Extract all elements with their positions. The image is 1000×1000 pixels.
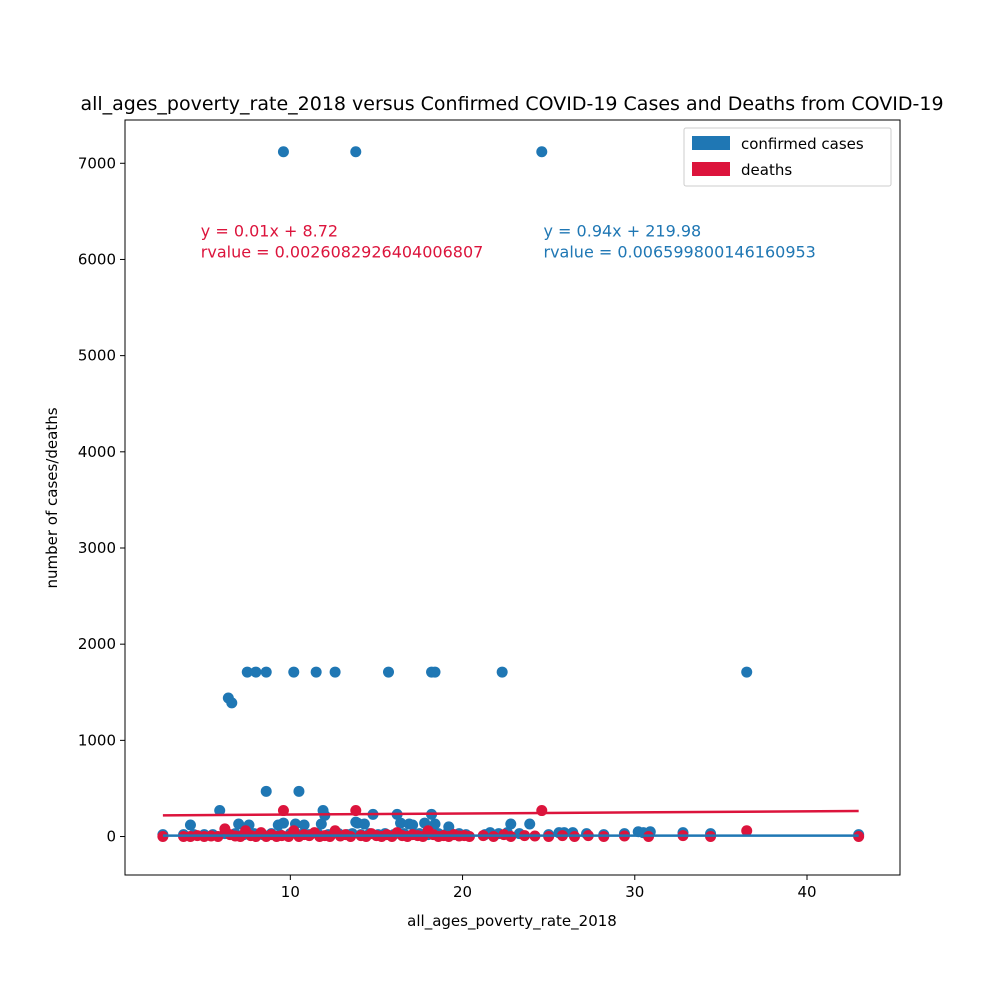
annotation-line: rvalue = 0.0026082926404006807 bbox=[201, 242, 484, 261]
legend-swatch-cases bbox=[692, 136, 730, 150]
case-point bbox=[288, 666, 300, 678]
case-point bbox=[429, 818, 441, 830]
case-point bbox=[524, 818, 536, 830]
case-point bbox=[293, 785, 305, 797]
case-point bbox=[277, 817, 289, 829]
case-point bbox=[260, 666, 272, 678]
case-point bbox=[383, 666, 394, 678]
case-point bbox=[358, 818, 370, 830]
case-point bbox=[741, 666, 753, 678]
death-point bbox=[741, 825, 753, 837]
case-point bbox=[315, 818, 327, 830]
case-point bbox=[233, 818, 245, 830]
case-point bbox=[329, 666, 341, 678]
case-point bbox=[395, 817, 407, 829]
case-point bbox=[184, 819, 196, 831]
case-point bbox=[496, 666, 508, 678]
death-point bbox=[277, 805, 289, 817]
y-tick-label: 2000 bbox=[78, 635, 116, 653]
case-point bbox=[429, 666, 441, 678]
case-point bbox=[226, 697, 238, 709]
annotation-line: rvalue = 0.006599800146160953 bbox=[544, 242, 816, 261]
case-point bbox=[536, 146, 548, 158]
legend-label-cases: confirmed cases bbox=[741, 135, 864, 153]
legend-box bbox=[683, 127, 892, 187]
case-point bbox=[260, 785, 272, 797]
case-point bbox=[214, 805, 226, 817]
x-tick-label: 30 bbox=[625, 883, 644, 901]
case-point bbox=[241, 666, 253, 678]
y-tick-label: 0 bbox=[106, 828, 116, 846]
y-tick-label: 5000 bbox=[78, 347, 116, 365]
legend-label-deaths: deaths bbox=[741, 161, 792, 179]
x-axis: 10 20 30 40 bbox=[281, 875, 817, 901]
legend-swatch-deaths bbox=[692, 162, 730, 176]
y-tick-label: 1000 bbox=[78, 731, 116, 749]
y-tick-label: 7000 bbox=[78, 154, 116, 172]
case-point bbox=[298, 819, 310, 831]
y-axis: 0 1000 2000 3000 4000 5000 6000 7000 bbox=[78, 154, 125, 846]
legend: confirmed cases deaths bbox=[683, 127, 892, 187]
y-tick-label: 4000 bbox=[78, 443, 116, 461]
case-point bbox=[350, 146, 362, 158]
x-axis-label: all_ages_poverty_rate_2018 bbox=[407, 912, 617, 931]
x-tick-label: 20 bbox=[453, 883, 472, 901]
plot-area bbox=[124, 119, 901, 876]
case-point bbox=[505, 818, 517, 830]
regression-lines bbox=[162, 809, 859, 837]
y-tick-label: 3000 bbox=[78, 539, 116, 557]
fit-line bbox=[162, 809, 859, 817]
y-tick-label: 6000 bbox=[78, 250, 116, 268]
y-axis-label: number of cases/deaths bbox=[43, 407, 61, 588]
case-point bbox=[250, 666, 262, 678]
annotation-line: y = 0.94x + 219.98 bbox=[544, 221, 702, 240]
x-tick-label: 10 bbox=[281, 883, 300, 901]
annotation-line: y = 0.01x + 8.72 bbox=[201, 221, 338, 240]
case-point bbox=[310, 666, 322, 678]
death-point bbox=[536, 805, 548, 817]
regression-annotations: y = 0.01x + 8.72 rvalue = 0.002608292640… bbox=[201, 221, 816, 261]
case-point bbox=[407, 819, 419, 831]
case-point bbox=[277, 146, 289, 158]
chart-title: all_ages_poverty_rate_2018 versus Confir… bbox=[80, 93, 943, 115]
x-tick-label: 40 bbox=[797, 883, 816, 901]
